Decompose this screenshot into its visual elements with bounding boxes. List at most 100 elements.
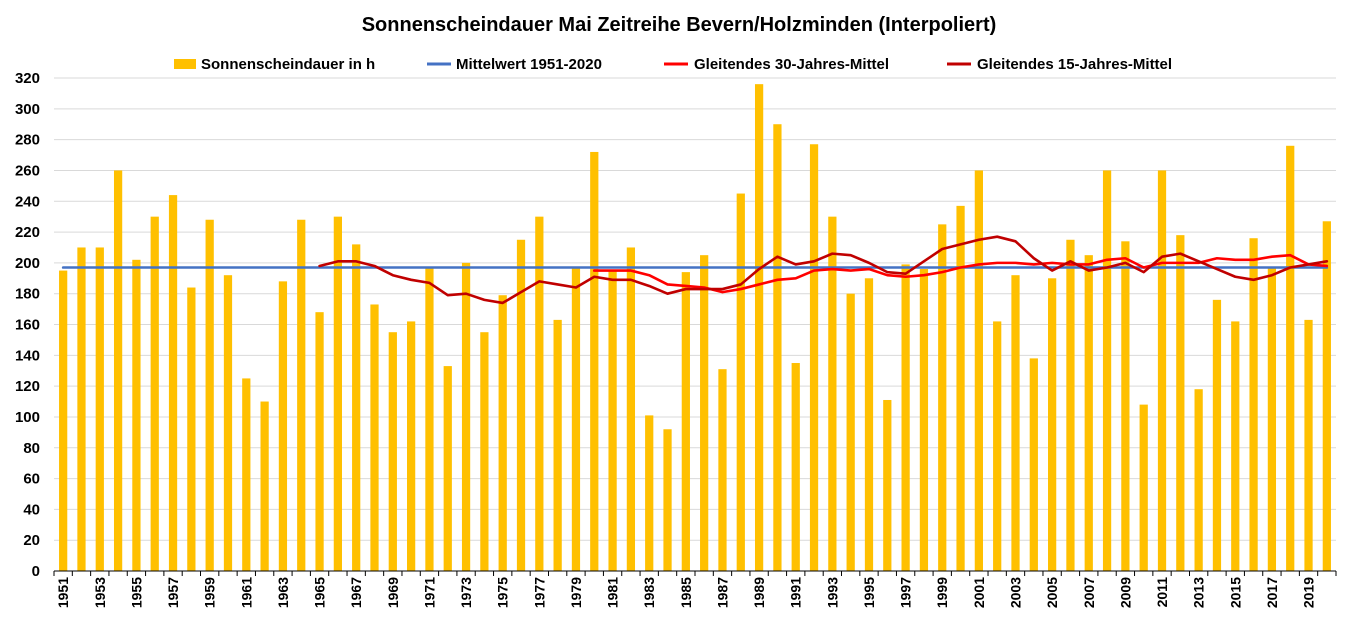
x-tick-label: 2009 bbox=[1117, 577, 1133, 608]
x-tick-label: 2011 bbox=[1154, 577, 1170, 608]
x-tick-label: 1997 bbox=[898, 577, 914, 608]
y-tick-label: 200 bbox=[15, 255, 40, 272]
bar-1956 bbox=[150, 216, 159, 571]
bar-2019 bbox=[1304, 319, 1313, 571]
bar-1954 bbox=[113, 170, 123, 571]
bar-2010 bbox=[1139, 404, 1148, 571]
bar-1955 bbox=[132, 259, 141, 571]
x-axis: 1951 1953 1955 1957 1959 1961 1963 1965 1967 1969… bbox=[53, 571, 1337, 608]
bar-2012 bbox=[1176, 235, 1185, 572]
y-tick-label: 240 bbox=[15, 193, 40, 210]
bar-series bbox=[59, 84, 1331, 572]
bar-1988 bbox=[736, 193, 745, 571]
bar-1991 bbox=[791, 363, 800, 571]
bar-2017 bbox=[1267, 267, 1277, 571]
legend-swatch-bar bbox=[174, 59, 196, 69]
x-tick-label: 1967 bbox=[348, 577, 364, 608]
x-tick-label: 1999 bbox=[934, 577, 950, 608]
x-tick-label: 1985 bbox=[678, 577, 694, 608]
y-tick-label: 20 bbox=[23, 532, 40, 549]
bar-1989 bbox=[754, 84, 764, 571]
line-series bbox=[61, 235, 1329, 305]
x-tick-label: 2015 bbox=[1227, 577, 1243, 608]
bar-1965 bbox=[315, 312, 324, 571]
bar-1969 bbox=[388, 332, 397, 571]
bar-2008 bbox=[1102, 170, 1112, 571]
bar-1998 bbox=[919, 269, 929, 571]
bar-1995 bbox=[864, 278, 874, 571]
bar-1996 bbox=[883, 399, 892, 571]
chart-title: Sonnenscheindauer Mai Zeitreihe Bevern/H… bbox=[362, 14, 997, 36]
bar-2000 bbox=[956, 205, 965, 571]
bar-1977 bbox=[535, 216, 544, 571]
bar-1961 bbox=[242, 378, 251, 571]
bar-1959 bbox=[205, 219, 214, 572]
bar-1999 bbox=[938, 224, 947, 571]
x-tick-label: 1995 bbox=[861, 577, 877, 608]
moving-average-30-line bbox=[592, 253, 1329, 294]
y-tick-label: 320 bbox=[15, 70, 40, 87]
bar-1986 bbox=[700, 255, 709, 571]
bar-1993 bbox=[828, 216, 837, 571]
y-tick-label: 260 bbox=[15, 162, 40, 179]
legend-label: Mittelwert 1951-2020 bbox=[456, 56, 602, 73]
x-tick-label: 2003 bbox=[1008, 577, 1024, 608]
x-tick-label: 1983 bbox=[641, 577, 657, 608]
x-tick-label: 1965 bbox=[312, 577, 328, 608]
x-tick-label: 2007 bbox=[1081, 577, 1097, 608]
x-tick-label: 1969 bbox=[385, 577, 401, 608]
x-tick-label: 1959 bbox=[202, 577, 218, 608]
moving-average-15-line bbox=[318, 235, 1329, 305]
bar-1964 bbox=[297, 219, 306, 572]
bar-1984 bbox=[663, 429, 672, 571]
bar-2007 bbox=[1084, 255, 1093, 571]
bar-1967 bbox=[352, 244, 361, 571]
bar-1983 bbox=[645, 415, 654, 571]
x-tick-label: 2001 bbox=[971, 577, 987, 608]
legend-label: Gleitendes 30-Jahres-Mittel bbox=[694, 56, 889, 73]
x-tick-label: 2019 bbox=[1301, 577, 1317, 608]
bar-1979 bbox=[571, 267, 581, 571]
bar-1952 bbox=[77, 247, 86, 571]
x-tick-label: 1993 bbox=[824, 577, 840, 608]
bar-1957 bbox=[168, 195, 178, 571]
y-tick-label: 140 bbox=[15, 347, 40, 364]
bar-1992 bbox=[809, 144, 819, 571]
bar-1973 bbox=[461, 262, 471, 571]
bar-2014 bbox=[1212, 299, 1222, 571]
x-tick-label: 1963 bbox=[275, 577, 291, 608]
x-tick-label: 1957 bbox=[165, 577, 181, 608]
legend-label: Gleitendes 15-Jahres-Mittel bbox=[977, 56, 1172, 73]
bar-2006 bbox=[1066, 239, 1075, 571]
bar-2002 bbox=[993, 321, 1002, 571]
bar-2016 bbox=[1249, 238, 1258, 571]
x-tick-label: 1977 bbox=[531, 577, 547, 608]
y-tick-label: 60 bbox=[23, 471, 40, 488]
bar-1990 bbox=[773, 124, 782, 571]
bar-1987 bbox=[718, 369, 727, 571]
y-axis: 0 20 40 60 80 100 120 140 160 180 200 220 240 260 280 3… bbox=[15, 70, 40, 580]
bar-1980 bbox=[590, 151, 599, 571]
y-tick-label: 0 bbox=[32, 563, 40, 580]
bar-1994 bbox=[846, 293, 855, 571]
y-tick-label: 180 bbox=[15, 286, 40, 303]
bar-1958 bbox=[187, 287, 196, 571]
y-tick-label: 80 bbox=[23, 440, 40, 457]
bar-1966 bbox=[333, 216, 342, 571]
bar-2018 bbox=[1286, 145, 1295, 571]
y-tick-label: 220 bbox=[15, 224, 40, 241]
y-tick-label: 120 bbox=[15, 378, 40, 395]
bar-1978 bbox=[553, 319, 562, 571]
bar-1971 bbox=[425, 267, 434, 571]
bar-2001 bbox=[974, 170, 983, 571]
x-tick-label: 1973 bbox=[458, 577, 474, 608]
x-tick-label: 1961 bbox=[238, 577, 254, 608]
bar-2003 bbox=[1011, 275, 1020, 571]
x-tick-label: 2013 bbox=[1191, 577, 1207, 608]
x-tick-label: 1955 bbox=[128, 577, 144, 608]
x-tick-label: 1975 bbox=[495, 577, 511, 608]
bar-1981 bbox=[608, 270, 617, 571]
bar-1962 bbox=[260, 401, 269, 571]
x-tick-label: 2005 bbox=[1044, 577, 1060, 608]
